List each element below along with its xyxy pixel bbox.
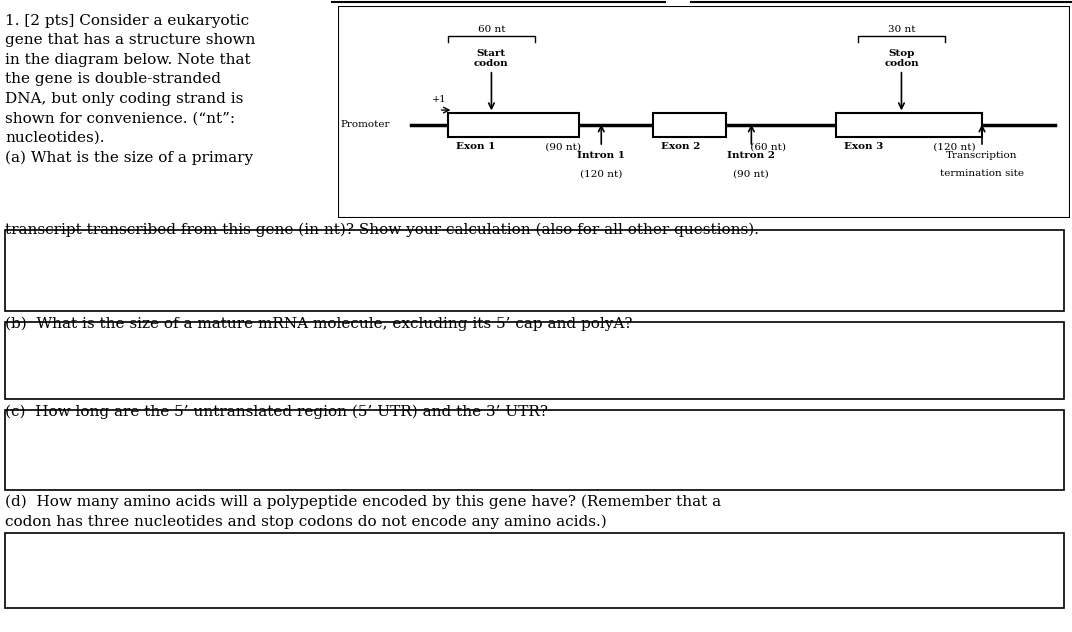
FancyBboxPatch shape <box>338 6 1070 218</box>
Bar <box>835 113 982 137</box>
Text: (120 nt): (120 nt) <box>580 169 623 178</box>
Text: transcript transcribed from this gene (in nt)? Show your calculation (also for a: transcript transcribed from this gene (i… <box>5 222 759 237</box>
Text: (120 nt): (120 nt) <box>930 142 976 151</box>
Text: +1: +1 <box>431 95 446 104</box>
Text: Exon 3: Exon 3 <box>845 142 883 151</box>
Text: (b)  What is the size of a mature mRNA molecule, excluding its 5’ cap and polyA?: (b) What is the size of a mature mRNA mo… <box>5 317 632 331</box>
Text: Stop
codon: Stop codon <box>884 49 919 68</box>
Text: termination site: termination site <box>940 169 1024 178</box>
Text: (90 nt): (90 nt) <box>542 142 581 151</box>
Text: 1. [2 pts] Consider a eukaryotic
gene that has a structure shown
in the diagram : 1. [2 pts] Consider a eukaryotic gene th… <box>5 14 256 165</box>
Bar <box>447 113 579 137</box>
Text: Transcription: Transcription <box>947 151 1017 160</box>
FancyBboxPatch shape <box>5 322 1064 399</box>
Text: Intron 1: Intron 1 <box>577 151 625 160</box>
Text: 60 nt: 60 nt <box>478 25 505 34</box>
FancyBboxPatch shape <box>5 410 1064 490</box>
Text: Promoter: Promoter <box>341 120 390 130</box>
Text: 30 nt: 30 nt <box>888 25 915 34</box>
Text: (60 nt): (60 nt) <box>747 142 786 151</box>
Text: Exon 1: Exon 1 <box>457 142 495 151</box>
Text: (d)  How many amino acids will a polypeptide encoded by this gene have? (Remembe: (d) How many amino acids will a polypept… <box>5 495 721 530</box>
FancyBboxPatch shape <box>5 230 1064 311</box>
Text: (c)  How long are the 5’ untranslated region (5’ UTR) and the 3’ UTR?: (c) How long are the 5’ untranslated reg… <box>5 404 549 419</box>
Text: (90 nt): (90 nt) <box>733 169 770 178</box>
Text: Exon 2: Exon 2 <box>661 142 701 151</box>
Text: Intron 2: Intron 2 <box>728 151 775 160</box>
Text: Start
codon: Start codon <box>474 49 509 68</box>
FancyBboxPatch shape <box>5 533 1064 608</box>
Bar <box>653 113 726 137</box>
